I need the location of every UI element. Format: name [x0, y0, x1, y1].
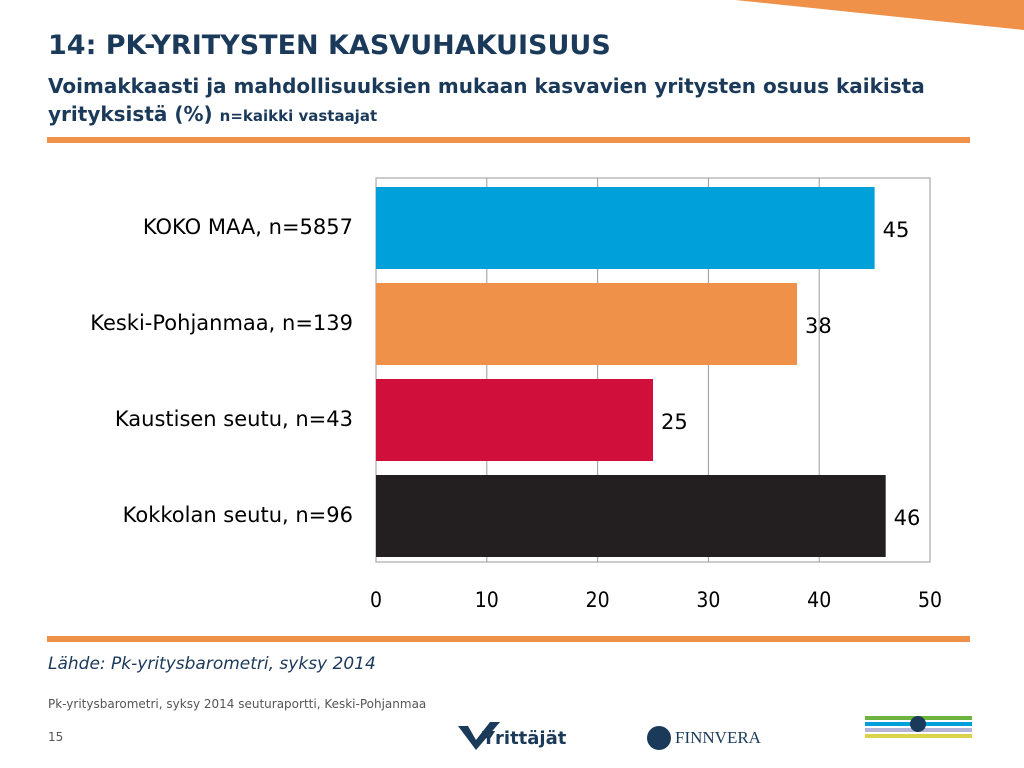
- subtitle-note: n=kaikki vastaajat: [219, 107, 378, 125]
- bar: [376, 475, 886, 557]
- logo-ministry: [865, 716, 972, 738]
- y-tick-label: Keski-Pohjanmaa, n=139: [90, 311, 353, 335]
- logo-text: Yrittäjät: [481, 728, 567, 749]
- bar: [376, 283, 798, 365]
- subtitle-text: Voimakkaasti ja mahdollisuuksien mukaan …: [48, 74, 925, 126]
- logo-mark: [458, 722, 500, 750]
- y-tick-label: Kokkolan seutu, n=96: [123, 503, 353, 527]
- subtitle: Voimakkaasti ja mahdollisuuksien mukaan …: [48, 72, 978, 130]
- x-tick-label: 40: [807, 588, 831, 612]
- source: Lähde: Pk-yritysbarometri, syksy 2014: [48, 654, 376, 674]
- y-tick-label: Kaustisen seutu, n=43: [115, 407, 353, 431]
- y-tick-label: KOKO MAA, n=5857: [143, 215, 353, 239]
- logo-text: FINNVERA: [675, 728, 762, 747]
- x-tick-label: 30: [696, 588, 720, 612]
- title: 14: PK-YRITYSTEN KASVUHAKUISUUS: [48, 30, 611, 61]
- corner-decoration: [735, 0, 1024, 30]
- bar: [376, 187, 875, 269]
- x-tick-label: 10: [475, 588, 499, 612]
- data-label: 38: [805, 314, 832, 338]
- page-number: 15: [48, 730, 64, 744]
- data-label: 45: [883, 218, 910, 242]
- emblem: [910, 716, 926, 732]
- x-tick-label: 20: [586, 588, 610, 612]
- data-label: 25: [661, 410, 688, 434]
- stripe: [865, 734, 972, 738]
- logo-yrittajat: Yrittäjät: [458, 722, 567, 750]
- x-tick-label: 0: [370, 588, 382, 612]
- logo-mark: [647, 726, 671, 750]
- divider: [47, 137, 970, 143]
- bar: [376, 379, 653, 461]
- logo-finnvera: FINNVERA: [647, 726, 762, 750]
- x-tick-label: 50: [918, 588, 942, 612]
- data-label: 46: [894, 506, 921, 530]
- divider: [47, 636, 970, 642]
- footer: Pk-yritysbarometri, syksy 2014 seuturapo…: [48, 697, 427, 711]
